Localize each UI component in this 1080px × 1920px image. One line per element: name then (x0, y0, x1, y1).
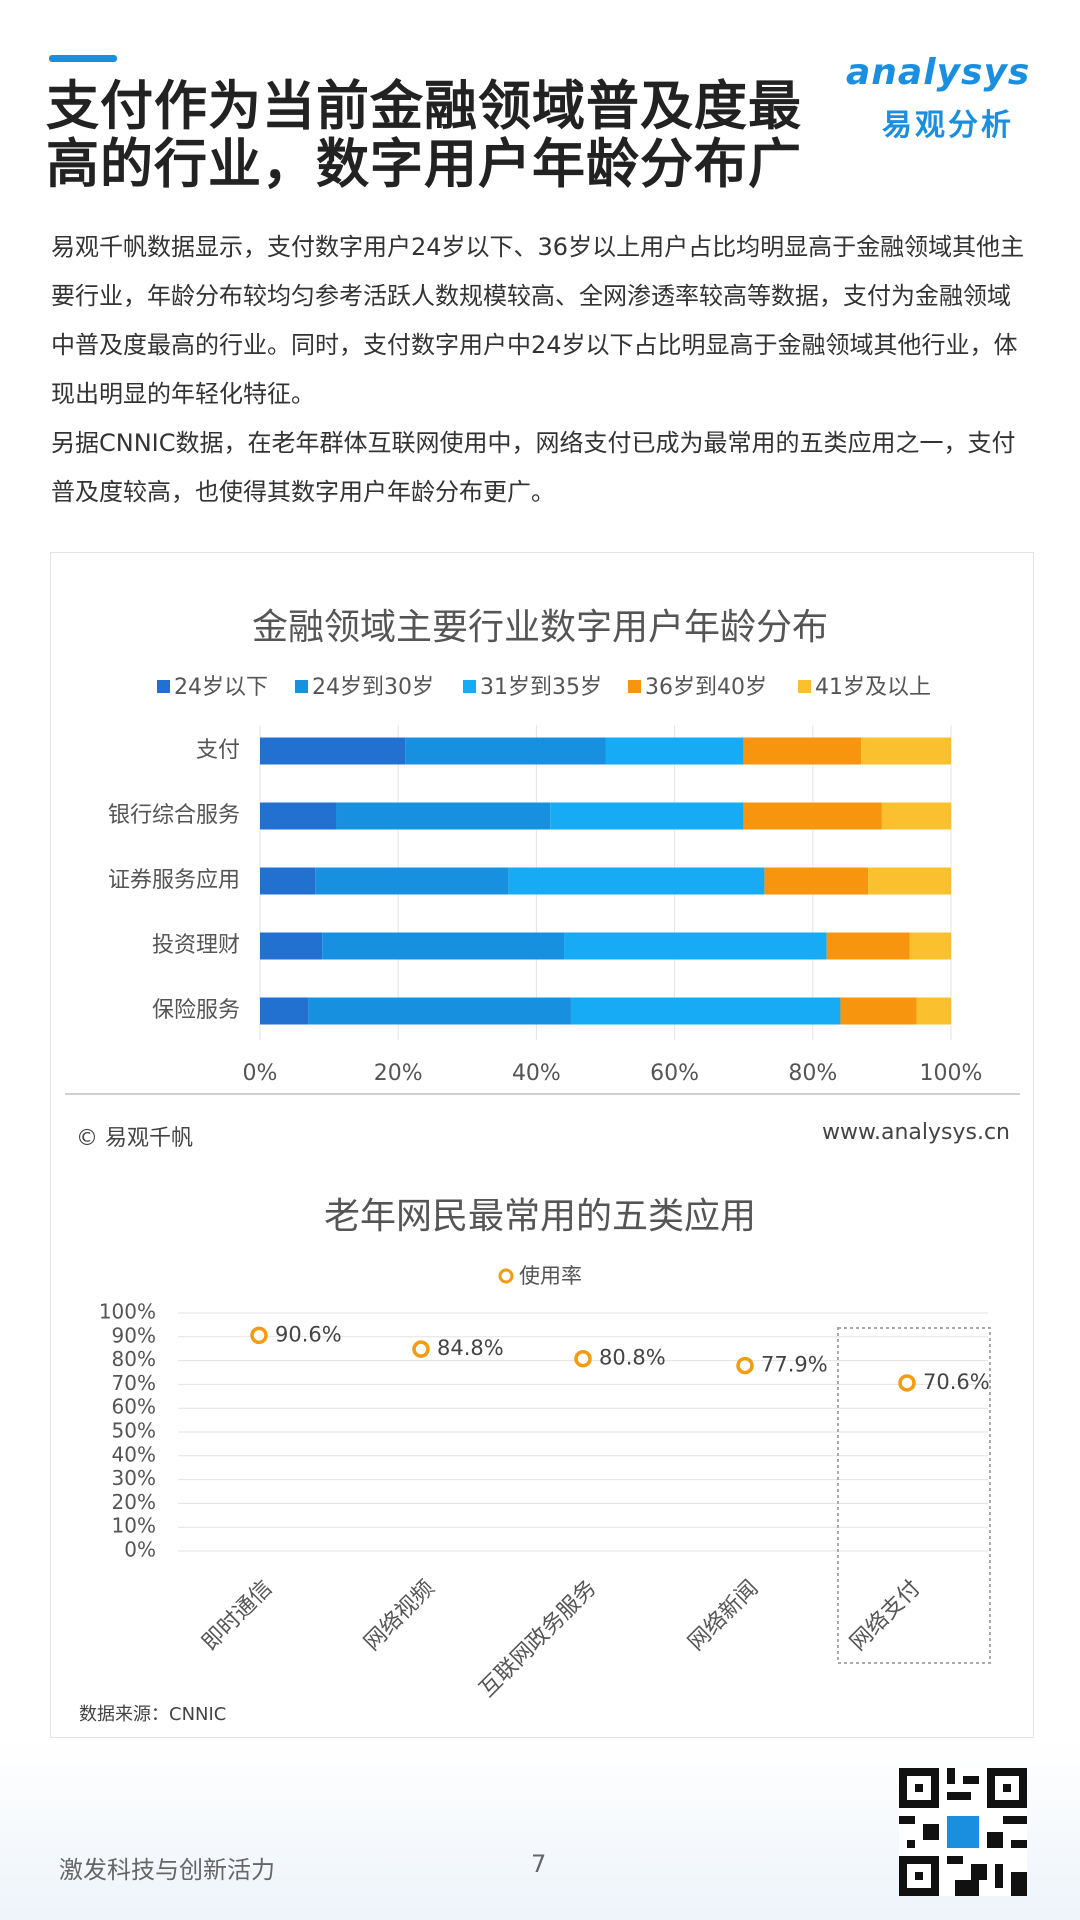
legend-label: 24岁到30岁 (312, 675, 434, 700)
bar-segment (260, 802, 337, 830)
y-tick-label: 10% (112, 1514, 156, 1538)
y-tick-label: 70% (112, 1371, 156, 1395)
highlight-box (837, 1327, 991, 1664)
bar-segment (550, 802, 744, 830)
x-tick-label: 100% (920, 1061, 983, 1086)
bar-segment (315, 867, 509, 895)
legend-marker (498, 1268, 514, 1284)
category-label: 银行综合服务 (108, 803, 240, 828)
y-tick-label: 0% (124, 1538, 156, 1562)
data-label: 90.6% (275, 1322, 342, 1346)
bar-segment (826, 932, 910, 960)
accent-bar (49, 55, 117, 62)
legend-swatch (295, 680, 308, 693)
category-label: 保险服务 (152, 998, 240, 1023)
marker (250, 1326, 268, 1345)
x-tick-label: 互联网政务服务 (475, 1576, 602, 1703)
website: www.analysys.cn (822, 1120, 1010, 1145)
y-tick-label: 30% (112, 1466, 156, 1490)
chart-title: 老年网民最常用的五类应用 (324, 1196, 756, 1237)
bar-segment (916, 997, 951, 1025)
legend-swatch (157, 680, 170, 693)
bar-segment (881, 802, 951, 830)
legend-label: 24岁以下 (174, 675, 268, 700)
chart-card (50, 552, 1034, 1738)
x-tick-label: 网络新闻 (684, 1576, 764, 1656)
bar-segment (570, 997, 841, 1025)
bar-segment (405, 737, 606, 765)
chart-title: 金融领域主要行业数字用户年龄分布 (252, 607, 828, 648)
category-label: 证券服务应用 (108, 868, 240, 893)
legend-label: 31岁到35岁 (480, 675, 602, 700)
paragraph: 另据CNNIC数据，在老年群体互联网使用中，网络支付已成为最常用的五类应用之一，… (51, 429, 1016, 506)
slogan: 激发科技与创新活力 (59, 1856, 275, 1884)
bar-segment (260, 867, 316, 895)
legend-label: 41岁及以上 (815, 675, 931, 700)
category-label: 支付 (196, 738, 240, 763)
bar-segment (743, 802, 882, 830)
data-label: 70.6% (923, 1370, 990, 1394)
legend-swatch (798, 680, 811, 693)
paragraph: 易观千帆数据显示，支付数字用户24岁以下、36岁以上用户占比均明显高于金融领域其… (51, 233, 1025, 408)
marker (574, 1349, 592, 1368)
y-tick-label: 90% (112, 1323, 156, 1347)
x-tick-label: 80% (788, 1061, 837, 1086)
x-tick-label: 20% (374, 1061, 423, 1086)
page-number: 7 (531, 1850, 547, 1878)
bar-segment (764, 867, 869, 895)
page-title: 支付作为当前金融领域普及度最高的行业，数字用户年龄分布广 (46, 76, 802, 195)
category-label: 投资理财 (152, 933, 240, 958)
x-tick-label: 网络支付 (846, 1576, 926, 1656)
y-tick-label: 80% (112, 1347, 156, 1371)
data-label: 80.8% (599, 1346, 666, 1370)
bar-segment (909, 932, 951, 960)
legend-label: 36岁到40岁 (645, 675, 767, 700)
legend-swatch (463, 680, 476, 693)
y-tick-label: 60% (112, 1395, 156, 1419)
x-tick-label: 0% (243, 1061, 278, 1086)
bar-segment (308, 997, 571, 1025)
y-tick-label: 50% (112, 1419, 156, 1443)
y-tick-label: 20% (112, 1490, 156, 1514)
copyright: © 易观千帆 (76, 1126, 193, 1151)
x-tick-label: 即时通信 (198, 1576, 278, 1656)
y-tick-label: 100% (99, 1300, 156, 1324)
bar-segment (743, 737, 862, 765)
x-tick-label: 40% (512, 1061, 561, 1086)
source: 数据来源：CNNIC (79, 1704, 227, 1725)
bar-segment (564, 932, 827, 960)
data-label: 84.8% (437, 1336, 504, 1360)
data-label: 77.9% (761, 1353, 828, 1377)
bar-segment (508, 867, 765, 895)
x-tick-label: 60% (650, 1061, 699, 1086)
bar-segment (868, 867, 951, 895)
bar-segment (260, 737, 406, 765)
bar-segment (840, 997, 917, 1025)
legend-label: 使用率 (519, 1264, 582, 1288)
bar-segment (260, 932, 323, 960)
bar-segment (260, 997, 309, 1025)
marker (412, 1340, 430, 1358)
bar-segment (861, 737, 951, 765)
bar-segment (336, 802, 551, 830)
logo-cn: 易观分析 (882, 108, 1014, 143)
x-tick-label: 网络视频 (360, 1576, 440, 1656)
marker (898, 1374, 916, 1392)
marker (736, 1356, 754, 1375)
qr-code (899, 1768, 1027, 1896)
bar-segment (605, 737, 744, 765)
legend-swatch (628, 680, 641, 693)
logo-text: analysys (846, 52, 1031, 93)
bar-segment (322, 932, 565, 960)
y-tick-label: 40% (112, 1442, 156, 1466)
